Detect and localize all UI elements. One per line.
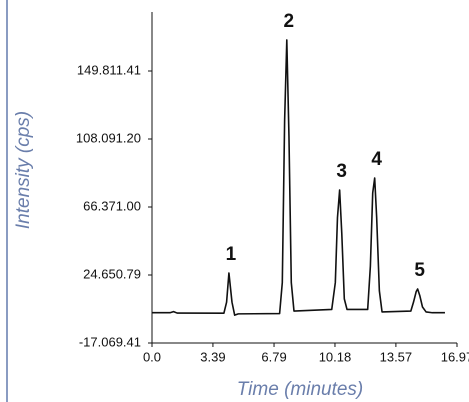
y-tick-label: 66.371.00 (83, 198, 141, 213)
x-tick-label: 16.97 (441, 349, 469, 364)
peak-label: 3 (336, 161, 347, 182)
y-tick-label: -17.069.41 (79, 334, 141, 349)
peak-label: 5 (414, 260, 425, 281)
y-axis-title: Intensity (cps) (13, 111, 34, 229)
peak-label: 1 (226, 244, 237, 265)
y-tick-label: 149.811.41 (77, 62, 141, 77)
y-tick-label: 24.650.79 (83, 266, 141, 281)
x-tick-label: 10.18 (319, 349, 352, 364)
x-tick-label: 0.0 (143, 349, 161, 364)
x-tick-label: 13.57 (380, 349, 413, 364)
chromatogram-line (152, 39, 445, 316)
y-tick-label: 108.091.20 (76, 130, 141, 145)
peak-label: 4 (371, 149, 382, 170)
x-axis-title: Time (minutes) (237, 379, 364, 400)
x-tick-label: 6.79 (261, 349, 286, 364)
peak-label: 2 (284, 11, 295, 32)
x-tick-label: 3.39 (200, 349, 225, 364)
